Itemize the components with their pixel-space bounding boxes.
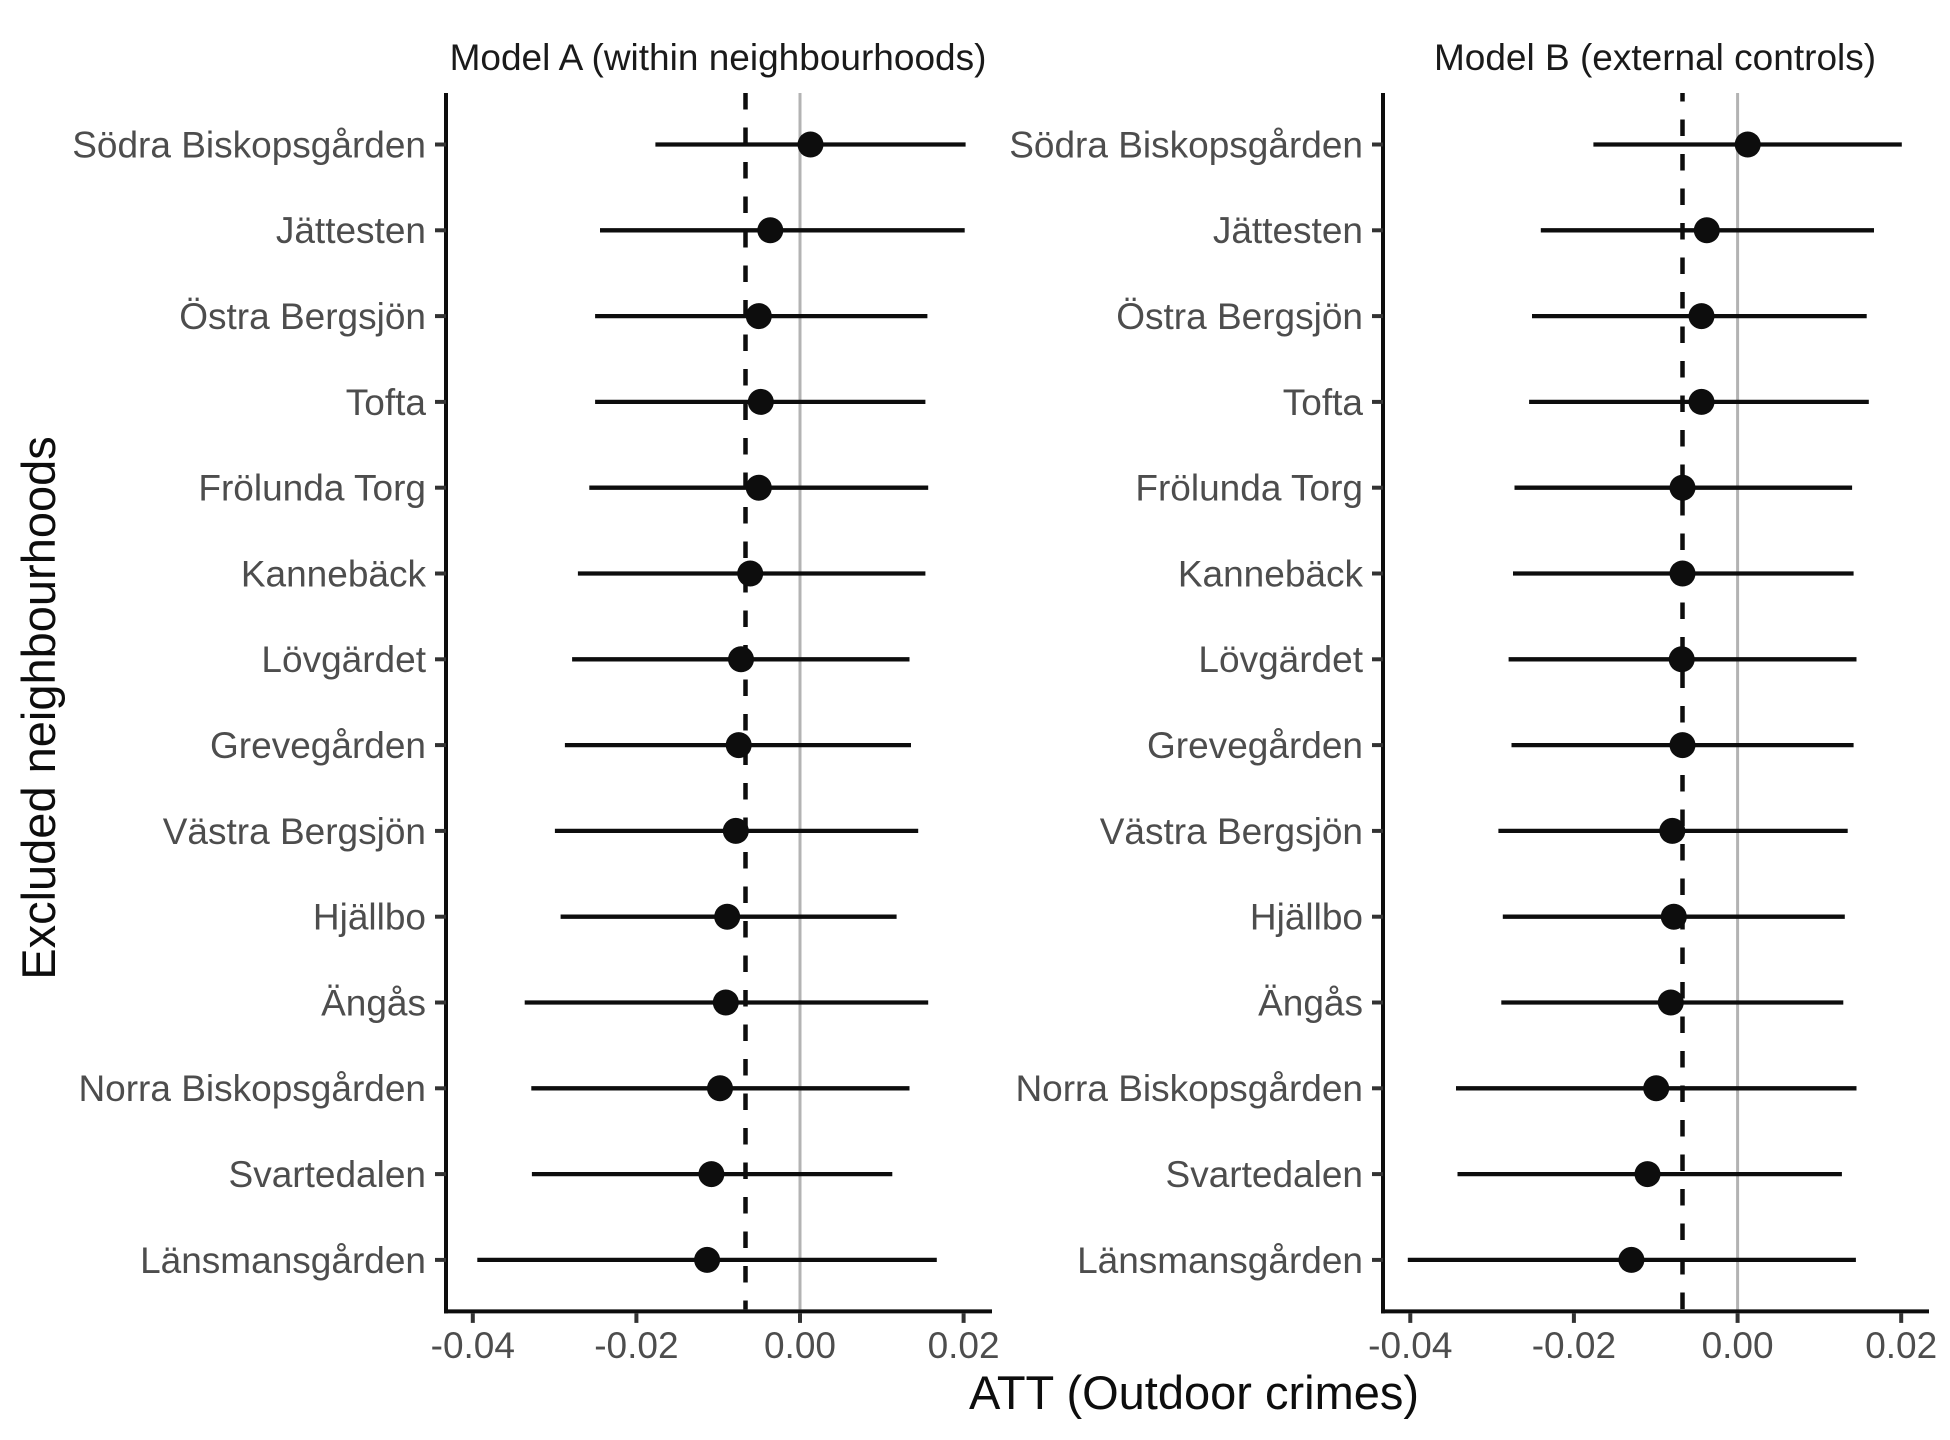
svg-text:0.00: 0.00 [1702,1325,1774,1366]
svg-text:Norra Biskopsgården: Norra Biskopsgården [1015,1068,1363,1109]
svg-text:Hjällbo: Hjällbo [313,897,426,938]
svg-text:Ängås: Ängås [1258,982,1363,1023]
svg-text:Frölunda Torg: Frölunda Torg [198,468,426,509]
svg-text:0.02: 0.02 [928,1325,1000,1366]
svg-text:Model A (within neighbourhoods: Model A (within neighbourhoods) [450,37,987,78]
svg-text:Frölunda Torg: Frölunda Torg [1135,468,1363,509]
svg-text:Västra Bergsjön: Västra Bergsjön [1100,811,1363,852]
svg-text:Östra Bergsjön: Östra Bergsjön [179,296,426,337]
svg-text:Kannebäck: Kannebäck [241,553,427,594]
svg-text:Kannebäck: Kannebäck [1178,553,1364,594]
svg-text:-0.04: -0.04 [431,1325,515,1366]
svg-text:0.02: 0.02 [1865,1325,1937,1366]
svg-text:Tofta: Tofta [1283,382,1364,423]
svg-text:Hjällbo: Hjällbo [1250,897,1363,938]
svg-text:Svartedalen: Svartedalen [1166,1154,1363,1195]
svg-text:Svartedalen: Svartedalen [229,1154,426,1195]
svg-text:ATT (Outdoor crimes): ATT (Outdoor crimes) [969,1366,1419,1419]
svg-text:Södra Biskopsgården: Södra Biskopsgården [72,124,426,165]
svg-text:-0.04: -0.04 [1368,1325,1452,1366]
svg-text:Grevegården: Grevegården [1147,725,1363,766]
svg-text:Östra Bergsjön: Östra Bergsjön [1116,296,1363,337]
svg-text:-0.02: -0.02 [1532,1325,1616,1366]
svg-text:Jättesten: Jättesten [1213,210,1363,251]
svg-text:Excluded neighbourhoods: Excluded neighbourhoods [12,436,65,980]
svg-text:Länsmansgården: Länsmansgården [140,1240,426,1281]
svg-text:Länsmansgården: Länsmansgården [1077,1240,1363,1281]
svg-text:Södra Biskopsgården: Södra Biskopsgården [1009,124,1363,165]
svg-text:0.00: 0.00 [764,1325,836,1366]
svg-text:Grevegården: Grevegården [210,725,426,766]
svg-text:Västra Bergsjön: Västra Bergsjön [163,811,426,852]
svg-text:-0.02: -0.02 [594,1325,678,1366]
svg-text:Lövgärdet: Lövgärdet [1198,639,1363,680]
svg-text:Lövgärdet: Lövgärdet [261,639,426,680]
svg-text:Model B (external controls): Model B (external controls) [1434,37,1876,78]
svg-text:Norra Biskopsgården: Norra Biskopsgården [78,1068,426,1109]
svg-text:Tofta: Tofta [346,382,427,423]
svg-text:Ängås: Ängås [321,982,426,1023]
svg-text:Jättesten: Jättesten [276,210,426,251]
